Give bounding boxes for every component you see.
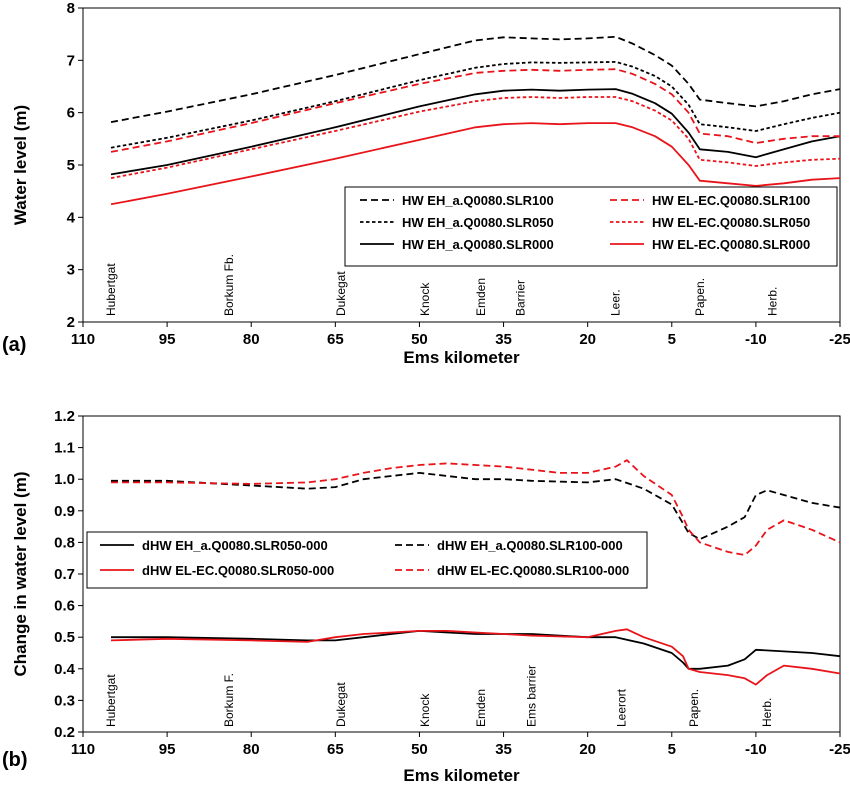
series-group — [110, 35, 840, 206]
x-tick-label: -10 — [745, 331, 767, 348]
legend-box — [86, 531, 648, 589]
x-tick-label: -10 — [745, 741, 767, 758]
location-label: Leer. — [609, 289, 623, 316]
y-tick-label: 3 — [67, 262, 75, 279]
x-axis-label: Ems kilometer — [403, 766, 520, 785]
x-tick-label: -25 — [829, 741, 850, 758]
x-tick-label: 20 — [579, 741, 596, 758]
legend-entry: dHW EL-EC.Q0080.SLR100-000 — [437, 563, 629, 578]
location-label: Hubertgat — [104, 674, 118, 727]
y-tick-label: 0.3 — [54, 692, 75, 709]
legend-box — [344, 186, 838, 267]
location-label: Knock — [418, 282, 432, 316]
y-tick-label: 0.5 — [54, 629, 75, 646]
x-tick-label: 95 — [159, 741, 176, 758]
location-label: Emden — [474, 689, 488, 727]
y-tick-label: 0.4 — [54, 661, 76, 678]
series-line-1 — [111, 630, 840, 670]
x-tick-label: 80 — [243, 331, 260, 348]
location-label: Herb. — [766, 287, 780, 316]
y-tick-label: 1.1 — [54, 440, 75, 457]
y-tick-label: 2 — [67, 314, 75, 331]
location-label: Papen. — [687, 689, 701, 727]
y-tick-label: 0.2 — [54, 724, 75, 741]
y-tick-label: 4 — [67, 209, 76, 226]
series-line-6 — [110, 122, 840, 206]
y-tick-label: 0.7 — [54, 566, 75, 583]
location-label: Dukegat — [334, 271, 348, 316]
location-label: Hubertgat — [104, 263, 118, 316]
legend-entry: HW EL-EC.Q0080.SLR000 — [652, 237, 810, 252]
legend-entry: dHW EH_a.Q0080.SLR100-000 — [437, 538, 623, 553]
location-label: Borkum F. — [222, 673, 236, 727]
location-label: Ems barrier — [525, 665, 539, 727]
x-tick-label: 110 — [71, 741, 95, 758]
y-tick-label: 7 — [67, 52, 75, 69]
y-tick-label: 0.8 — [54, 534, 75, 551]
location-label: Herb. — [760, 698, 774, 727]
y-tick-label: 5 — [67, 157, 75, 174]
legend-entry: dHW EH_a.Q0080.SLR050-000 — [142, 538, 328, 553]
x-tick-label: -25 — [829, 331, 850, 348]
y-tick-label: 0.6 — [54, 598, 75, 615]
x-tick-label: 35 — [495, 741, 512, 758]
x-tick-label: 110 — [71, 331, 95, 348]
x-tick-label: 50 — [411, 741, 428, 758]
legend-entry: dHW EL-EC.Q0080.SLR050-000 — [142, 563, 334, 578]
legend-entry: HW EL-EC.Q0080.SLR100 — [652, 193, 810, 208]
x-tick-label: 65 — [327, 741, 344, 758]
location-label: Emden — [474, 278, 488, 316]
legend-entry: HW EH_a.Q0080.SLR000 — [402, 237, 554, 252]
series-group — [110, 459, 840, 686]
location-label: Barrier — [513, 280, 527, 316]
plot-frame-1 — [82, 7, 841, 323]
legend-entry: HW EH_a.Q0080.SLR100 — [402, 193, 554, 208]
location-label: Knock — [418, 693, 432, 727]
y-tick-label: 6 — [67, 105, 75, 122]
series-line-1 — [110, 35, 840, 123]
x-tick-label: 20 — [579, 331, 596, 348]
location-label: Leerort — [614, 688, 628, 727]
y-axis-label: Water level (m) — [11, 105, 30, 225]
location-label: Borkum Fb. — [222, 254, 236, 316]
series-line-5 — [110, 96, 840, 179]
series-line-4 — [110, 68, 840, 153]
x-tick-label: 95 — [159, 331, 176, 348]
series-line-2 — [110, 628, 840, 686]
legend-entry: HW EH_a.Q0080.SLR050 — [402, 215, 554, 230]
x-tick-label: 65 — [327, 331, 344, 348]
y-tick-label: 0.9 — [54, 503, 75, 520]
y-axis-label: Change in water level (m) — [11, 472, 30, 677]
x-tick-label: 35 — [495, 331, 512, 348]
x-tick-label: 5 — [668, 741, 676, 758]
series-line-3 — [111, 471, 840, 541]
location-label: Papen. — [693, 278, 707, 316]
series-line-3 — [110, 88, 840, 176]
location-label: Dukegat — [334, 682, 348, 727]
panel-label: (b) — [2, 749, 28, 771]
panel-label: (a) — [2, 334, 26, 356]
y-tick-label: 1.0 — [54, 471, 75, 488]
series-line-4 — [111, 459, 840, 556]
x-tick-label: 80 — [243, 741, 260, 758]
x-tick-label: 5 — [668, 331, 676, 348]
x-axis-label: Ems kilometer — [403, 348, 520, 367]
legend-entry: HW EL-EC.Q0080.SLR050 — [652, 215, 810, 230]
y-tick-label: 1.2 — [54, 408, 75, 425]
x-tick-label: 50 — [411, 331, 428, 348]
y-tick-label: 8 — [67, 0, 75, 17]
series-line-2 — [110, 61, 840, 149]
